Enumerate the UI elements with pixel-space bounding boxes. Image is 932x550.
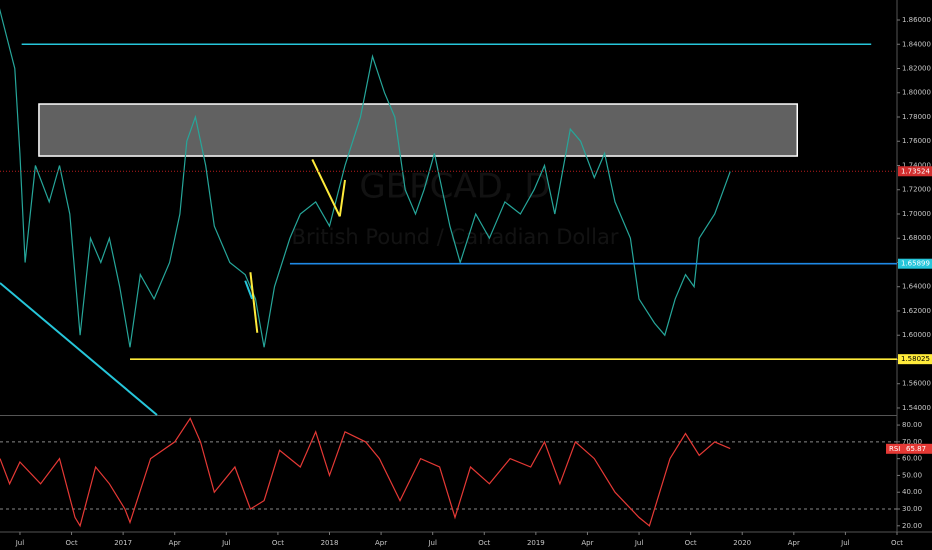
y-tick-label: 70.00 (902, 438, 922, 446)
trendline (0, 282, 158, 416)
y-tick-label: 20.00 (902, 522, 922, 530)
y-tick-label: 1.70000 (902, 210, 931, 218)
price-tag-label: 1.65899 (901, 260, 930, 268)
x-tick-label: Apr (375, 539, 387, 547)
y-tick-label: 1.84000 (902, 40, 931, 48)
y-tick-label: 1.62000 (902, 307, 931, 315)
trendline (338, 179, 346, 217)
x-tick-label: Oct (891, 539, 903, 547)
y-tick-label: 1.60000 (902, 331, 931, 339)
y-tick-label: 30.00 (902, 505, 922, 513)
price-tag-label: 1.58025 (901, 355, 930, 363)
x-tick-label: 2020 (733, 539, 751, 547)
price-tag (898, 258, 932, 269)
y-tick-label: 1.54000 (902, 404, 931, 412)
rsi-tag-name: RSI (889, 445, 900, 453)
y-tick-label: 1.56000 (902, 380, 931, 388)
x-tick-label: Apr (788, 539, 800, 547)
x-tick-label: Jul (840, 539, 850, 547)
watermark-symbol: GBPCAD, D (359, 167, 550, 207)
y-tick-label: 40.00 (902, 488, 922, 496)
x-tick-label: 2017 (114, 539, 132, 547)
y-tick-label: 1.64000 (902, 283, 931, 291)
x-tick-label: Apr (581, 539, 593, 547)
trendline (249, 272, 259, 333)
rsi-tag-value: 65.87 (906, 445, 926, 453)
x-tick-label: Jul (634, 539, 644, 547)
x-tick-label: 2019 (527, 539, 545, 547)
resistance-zone (38, 103, 799, 157)
rsi-tag (886, 443, 932, 454)
y-tick-label: 1.78000 (902, 113, 931, 121)
y-tick-label: 1.86000 (902, 16, 931, 24)
x-tick-label: Apr (169, 539, 181, 547)
y-tick-label: 80.00 (902, 421, 922, 429)
y-tick-label: 1.72000 (902, 186, 931, 194)
y-tick-label: 60.00 (902, 455, 922, 463)
x-tick-label: 2018 (321, 539, 339, 547)
price-line (0, 8, 731, 348)
price-tag (898, 354, 932, 365)
y-tick-label: 1.76000 (902, 137, 931, 145)
x-tick-label: Jul (15, 539, 25, 547)
price-line (0, 417, 731, 528)
y-tick-label: 1.80000 (902, 89, 931, 97)
x-tick-label: Jul (427, 539, 437, 547)
y-tick-label: 1.68000 (902, 234, 931, 242)
y-tick-label: 50.00 (902, 471, 922, 479)
price-tag (898, 166, 932, 177)
trendline (244, 280, 254, 300)
y-tick-label: 1.74000 (902, 161, 931, 169)
y-tick-label: 1.82000 (902, 64, 931, 72)
x-tick-label: Oct (272, 539, 284, 547)
trendline (311, 158, 341, 217)
x-tick-label: Jul (221, 539, 231, 547)
price-tag-label: 1.73524 (901, 167, 930, 175)
x-tick-label: Oct (65, 539, 77, 547)
x-tick-label: Oct (685, 539, 697, 547)
x-tick-label: Oct (478, 539, 490, 547)
